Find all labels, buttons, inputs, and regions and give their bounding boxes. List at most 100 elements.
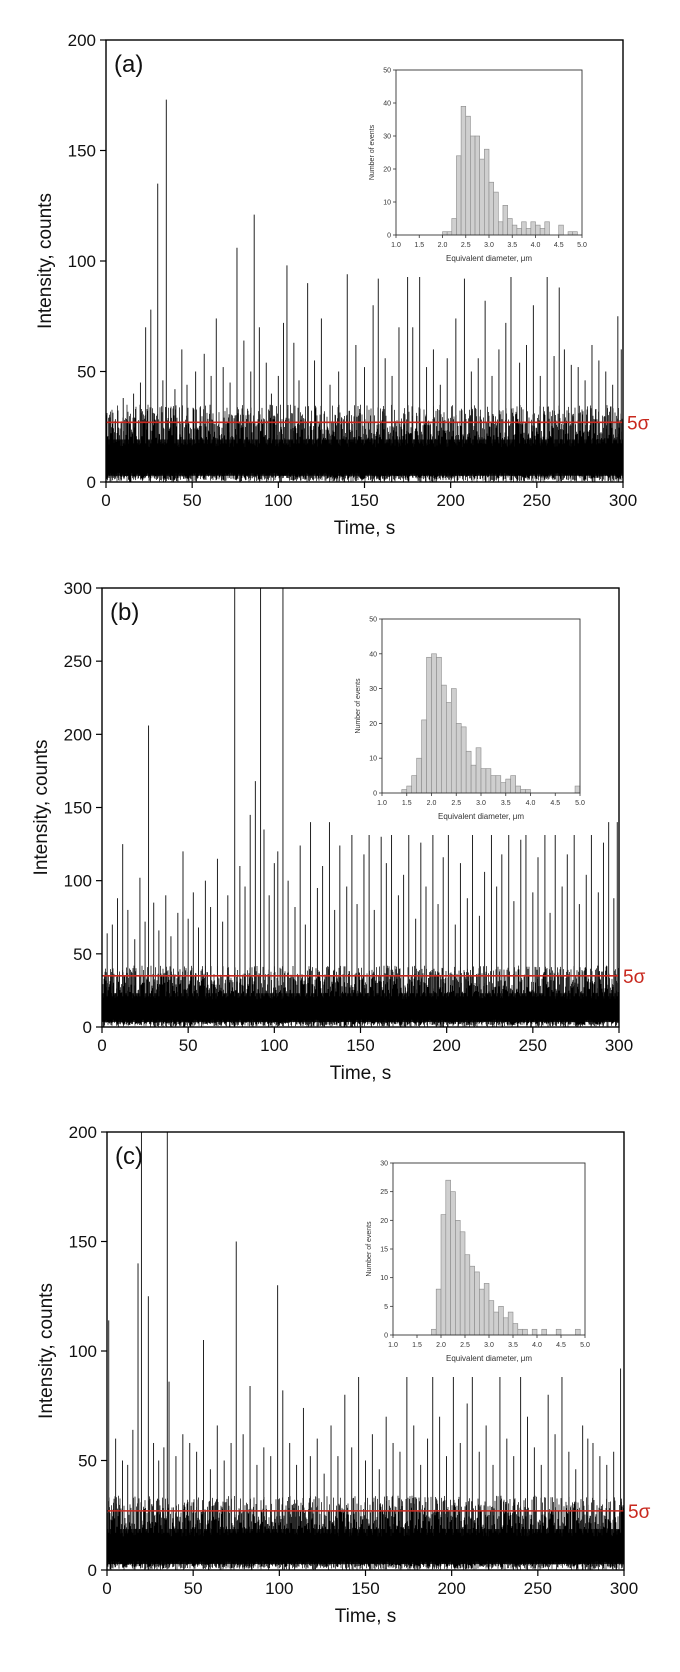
- x-tick-label: 150: [351, 1579, 379, 1598]
- inset-y-tick-label: 40: [383, 101, 391, 108]
- inset-y-tick-label: 20: [369, 721, 377, 728]
- data-layer: [107, 1132, 624, 1570]
- y-tick-label: 50: [73, 945, 92, 964]
- inset-x-tick-label: 1.0: [377, 800, 387, 807]
- histogram-bar-20: [495, 775, 502, 794]
- inset-x-tick-label: 2.5: [451, 800, 461, 807]
- x-tick-label: 250: [523, 491, 551, 510]
- baseline-core: [107, 1529, 624, 1565]
- histogram-bar-5: [421, 719, 427, 794]
- histogram-bar-1: [401, 789, 408, 794]
- y-tick-label: 100: [68, 252, 96, 271]
- histogram-bar-26: [572, 231, 578, 236]
- inset-x-tick-label: 3.5: [508, 1342, 518, 1349]
- inset-y-axis-label: Number of events: [369, 124, 376, 180]
- histogram-bar-12: [493, 191, 499, 236]
- histogram-bar-7: [470, 135, 476, 236]
- x-tick-label: 200: [437, 1579, 465, 1598]
- inset-x-tick-label: 4.0: [532, 1342, 542, 1349]
- histogram-bar-9: [479, 158, 485, 236]
- panel-label: (b): [110, 599, 139, 626]
- inset-y-tick-label: 10: [369, 756, 377, 763]
- histogram-bar-19: [525, 228, 532, 236]
- histogram-bar-16: [503, 1317, 509, 1336]
- histogram-bar-27: [574, 785, 581, 794]
- x-axis-label: Time, s: [335, 1606, 397, 1627]
- y-axis-label: Intensity, counts: [36, 1283, 57, 1419]
- histogram-bar-2: [446, 231, 453, 236]
- x-tick-label: 200: [432, 1036, 460, 1055]
- histogram-bar-6: [455, 1220, 461, 1336]
- inset-x-tick-label: 3.0: [484, 1342, 494, 1349]
- histogram-bar-24: [575, 1328, 581, 1336]
- x-tick-label: 300: [610, 1579, 638, 1598]
- inset-x-tick-label: 2.5: [460, 1342, 470, 1349]
- x-tick-label: 50: [184, 1579, 203, 1598]
- histogram-bar-9: [469, 1265, 475, 1336]
- panel-label: (c): [115, 1143, 143, 1170]
- inset-y-tick-label: 15: [380, 1247, 388, 1254]
- inset-histogram: 1.0 1.5 2.0 2.5 3.0 3.5 4.0 4.5 5.0 0 10 20 30 40 50 Eq…: [334, 611, 592, 835]
- inset-x-tick-label: 1.5: [402, 800, 412, 807]
- inset-histogram: 1.0 1.5 2.0 2.5 3.0 3.5 4.0 4.5 5.0 0 5 10 15 20 25 30 E…: [345, 1155, 597, 1377]
- threshold-label: 5σ: [627, 413, 650, 434]
- inset-x-tick-label: 2.5: [461, 242, 471, 249]
- inset-x-tick-label: 5.0: [580, 1342, 590, 1349]
- inset-y-tick-label: 40: [369, 651, 377, 658]
- histogram-bar-26: [525, 789, 531, 794]
- y-tick-label: 0: [88, 1561, 97, 1580]
- x-tick-label: 300: [605, 1036, 633, 1055]
- panel-label: (a): [114, 51, 143, 78]
- y-tick-label: 300: [64, 579, 92, 598]
- histogram-bar-4: [416, 757, 422, 794]
- y-tick-label: 50: [78, 1452, 97, 1471]
- inset-y-tick-label: 20: [380, 1218, 388, 1225]
- x-tick-label: 200: [436, 491, 464, 510]
- histogram-bar-18: [485, 768, 492, 794]
- histogram-bar-20: [530, 221, 536, 236]
- inset-histogram: 1.0 1.5 2.0 2.5 3.0 3.5 4.0 4.5 5.0 0 10 20 30 40 50 Eq…: [348, 62, 594, 277]
- histogram-bar-22: [541, 1328, 547, 1336]
- chart-panel-2: 5σ0 50 100 150 200 250 300050100150200250300Ti…: [31, 579, 646, 1084]
- x-tick-label: 150: [346, 1036, 374, 1055]
- x-tick-label: 100: [260, 1036, 288, 1055]
- inset-x-tick-label: 1.0: [391, 242, 401, 249]
- histogram-bar-21: [535, 224, 541, 236]
- histogram-bar-12: [483, 1283, 490, 1336]
- histogram-bar-15: [498, 1306, 504, 1336]
- histogram-bar-1: [442, 231, 448, 236]
- histogram-bar-16: [511, 224, 518, 236]
- inset-y-tick-label: 0: [373, 791, 377, 798]
- inset-x-tick-label: 1.0: [388, 1342, 398, 1349]
- histogram-bar-19: [517, 1328, 523, 1336]
- inset-y-tick-label: 30: [380, 1161, 388, 1168]
- inset-x-tick-label: 4.0: [526, 800, 536, 807]
- histogram-bar-24: [558, 224, 564, 236]
- y-tick-label: 200: [68, 31, 96, 50]
- inset-x-tick-label: 3.0: [476, 800, 486, 807]
- histogram-bar-7: [459, 1231, 466, 1336]
- inset-y-tick-label: 0: [387, 233, 391, 240]
- y-tick-label: 0: [83, 1018, 92, 1037]
- y-tick-label: 150: [64, 799, 92, 818]
- x-axis-label: Time, s: [334, 518, 396, 539]
- inset-y-tick-label: 50: [383, 68, 391, 75]
- inset-x-axis-label: Equivalent diameter, μm: [446, 254, 532, 263]
- histogram-bar-11: [450, 688, 457, 794]
- inset-x-axis-label: Equivalent diameter, μm: [446, 1354, 532, 1363]
- y-tick-label: 100: [69, 1342, 97, 1361]
- inset-y-axis-label: Number of events: [366, 1221, 373, 1277]
- inset-y-tick-label: 10: [383, 200, 391, 207]
- inset-x-tick-label: 2.0: [436, 1342, 446, 1349]
- y-tick-label: 150: [68, 142, 96, 161]
- inset-y-tick-label: 50: [369, 617, 377, 624]
- x-tick-label: 0: [97, 1036, 106, 1055]
- histogram-bar-8: [464, 1254, 471, 1336]
- inset-x-tick-label: 3.0: [484, 242, 494, 249]
- data-layer: [106, 99, 623, 482]
- histogram-bar-18: [521, 221, 527, 236]
- histogram-bar-14: [502, 205, 508, 236]
- histogram-bar-9: [441, 684, 447, 794]
